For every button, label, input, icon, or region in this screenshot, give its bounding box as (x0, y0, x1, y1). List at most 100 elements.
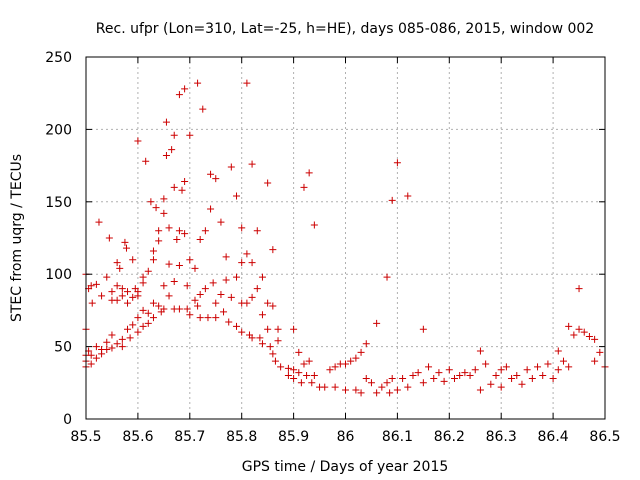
data-point (471, 366, 479, 374)
data-point (92, 343, 100, 351)
data-point (591, 335, 599, 343)
data-point (342, 386, 349, 394)
data-point (549, 374, 557, 382)
data-point (162, 151, 170, 159)
data-point (409, 372, 417, 380)
x-tick-label: 86 (337, 429, 355, 445)
data-point (134, 137, 142, 145)
data-point (310, 372, 318, 380)
data-point (196, 235, 204, 243)
data-point (194, 302, 202, 310)
x-tick-label: 86.3 (486, 429, 517, 445)
data-point (258, 340, 266, 348)
data-point (266, 343, 274, 351)
y-tick-label: 100 (45, 267, 72, 283)
data-point (331, 363, 339, 371)
x-tick-label: 85.6 (122, 429, 153, 445)
data-point (357, 389, 365, 397)
data-point (155, 237, 163, 245)
x-tick-label: 86.1 (382, 429, 413, 445)
data-point (129, 321, 137, 329)
data-point (373, 319, 381, 327)
data-point (290, 366, 298, 374)
data-points (82, 79, 609, 397)
data-point (207, 170, 215, 178)
data-point (233, 273, 241, 281)
grid-lines (86, 57, 605, 419)
data-point (352, 354, 360, 362)
data-point (124, 299, 132, 307)
data-point (290, 374, 298, 382)
data-point (160, 282, 168, 290)
data-point (559, 357, 567, 365)
data-point (476, 386, 484, 394)
data-point (585, 332, 593, 340)
data-point (118, 335, 126, 343)
data-point (383, 379, 391, 387)
data-point (92, 354, 100, 362)
data-point (108, 331, 116, 339)
data-point (118, 343, 126, 351)
y-tick-label: 250 (45, 50, 72, 66)
data-point (196, 314, 204, 322)
data-point (160, 209, 168, 217)
x-tick-label: 86.4 (538, 429, 569, 445)
data-point (399, 374, 407, 382)
data-point (528, 374, 536, 382)
y-tick-label: 200 (45, 122, 72, 138)
data-point (404, 192, 412, 200)
data-point (264, 179, 272, 187)
data-point (222, 253, 230, 261)
data-point (178, 186, 186, 194)
x-ticks: 85.5 85.6 85.7 85.8 85.9 86 86.1 86.2 86.3 86.4 86… (70, 57, 621, 445)
data-point (199, 105, 207, 113)
data-point (175, 262, 183, 270)
data-point (134, 328, 142, 336)
y-ticks: 0 50 100 150 200 250 (45, 50, 605, 428)
data-point (87, 282, 95, 290)
data-point (419, 379, 427, 387)
data-point (201, 227, 209, 235)
data-point (183, 305, 191, 313)
data-point (264, 325, 272, 333)
data-point (95, 218, 103, 226)
data-point (170, 131, 178, 139)
data-point (186, 256, 194, 264)
data-point (194, 79, 202, 87)
data-point (103, 345, 111, 353)
data-point (175, 91, 183, 99)
data-point (87, 360, 95, 368)
data-point (108, 288, 116, 296)
data-point (220, 308, 228, 316)
data-point (248, 259, 256, 267)
data-point (238, 224, 246, 232)
data-point (497, 366, 505, 374)
data-point (142, 157, 150, 165)
data-point (362, 340, 370, 348)
data-point (269, 350, 277, 358)
data-point (310, 221, 318, 229)
data-point (217, 290, 225, 298)
x-axis-title: GPS time / Days of year 2015 (242, 459, 449, 475)
data-point (124, 325, 132, 333)
data-point (308, 379, 316, 387)
data-point (108, 344, 116, 352)
data-point (430, 374, 438, 382)
data-point (152, 204, 160, 212)
data-point (243, 299, 251, 307)
data-point (170, 183, 178, 191)
data-point (290, 325, 298, 333)
data-point (534, 363, 542, 371)
data-point (165, 260, 173, 268)
data-point (233, 322, 241, 330)
x-tick-label: 85.8 (226, 429, 257, 445)
data-point (144, 267, 152, 275)
data-point (238, 259, 246, 267)
y-tick-label: 0 (63, 412, 72, 428)
data-point (207, 205, 215, 213)
data-point (103, 338, 111, 346)
data-point (113, 282, 121, 290)
data-point (284, 364, 292, 372)
data-point (238, 328, 246, 336)
data-point (321, 383, 329, 391)
